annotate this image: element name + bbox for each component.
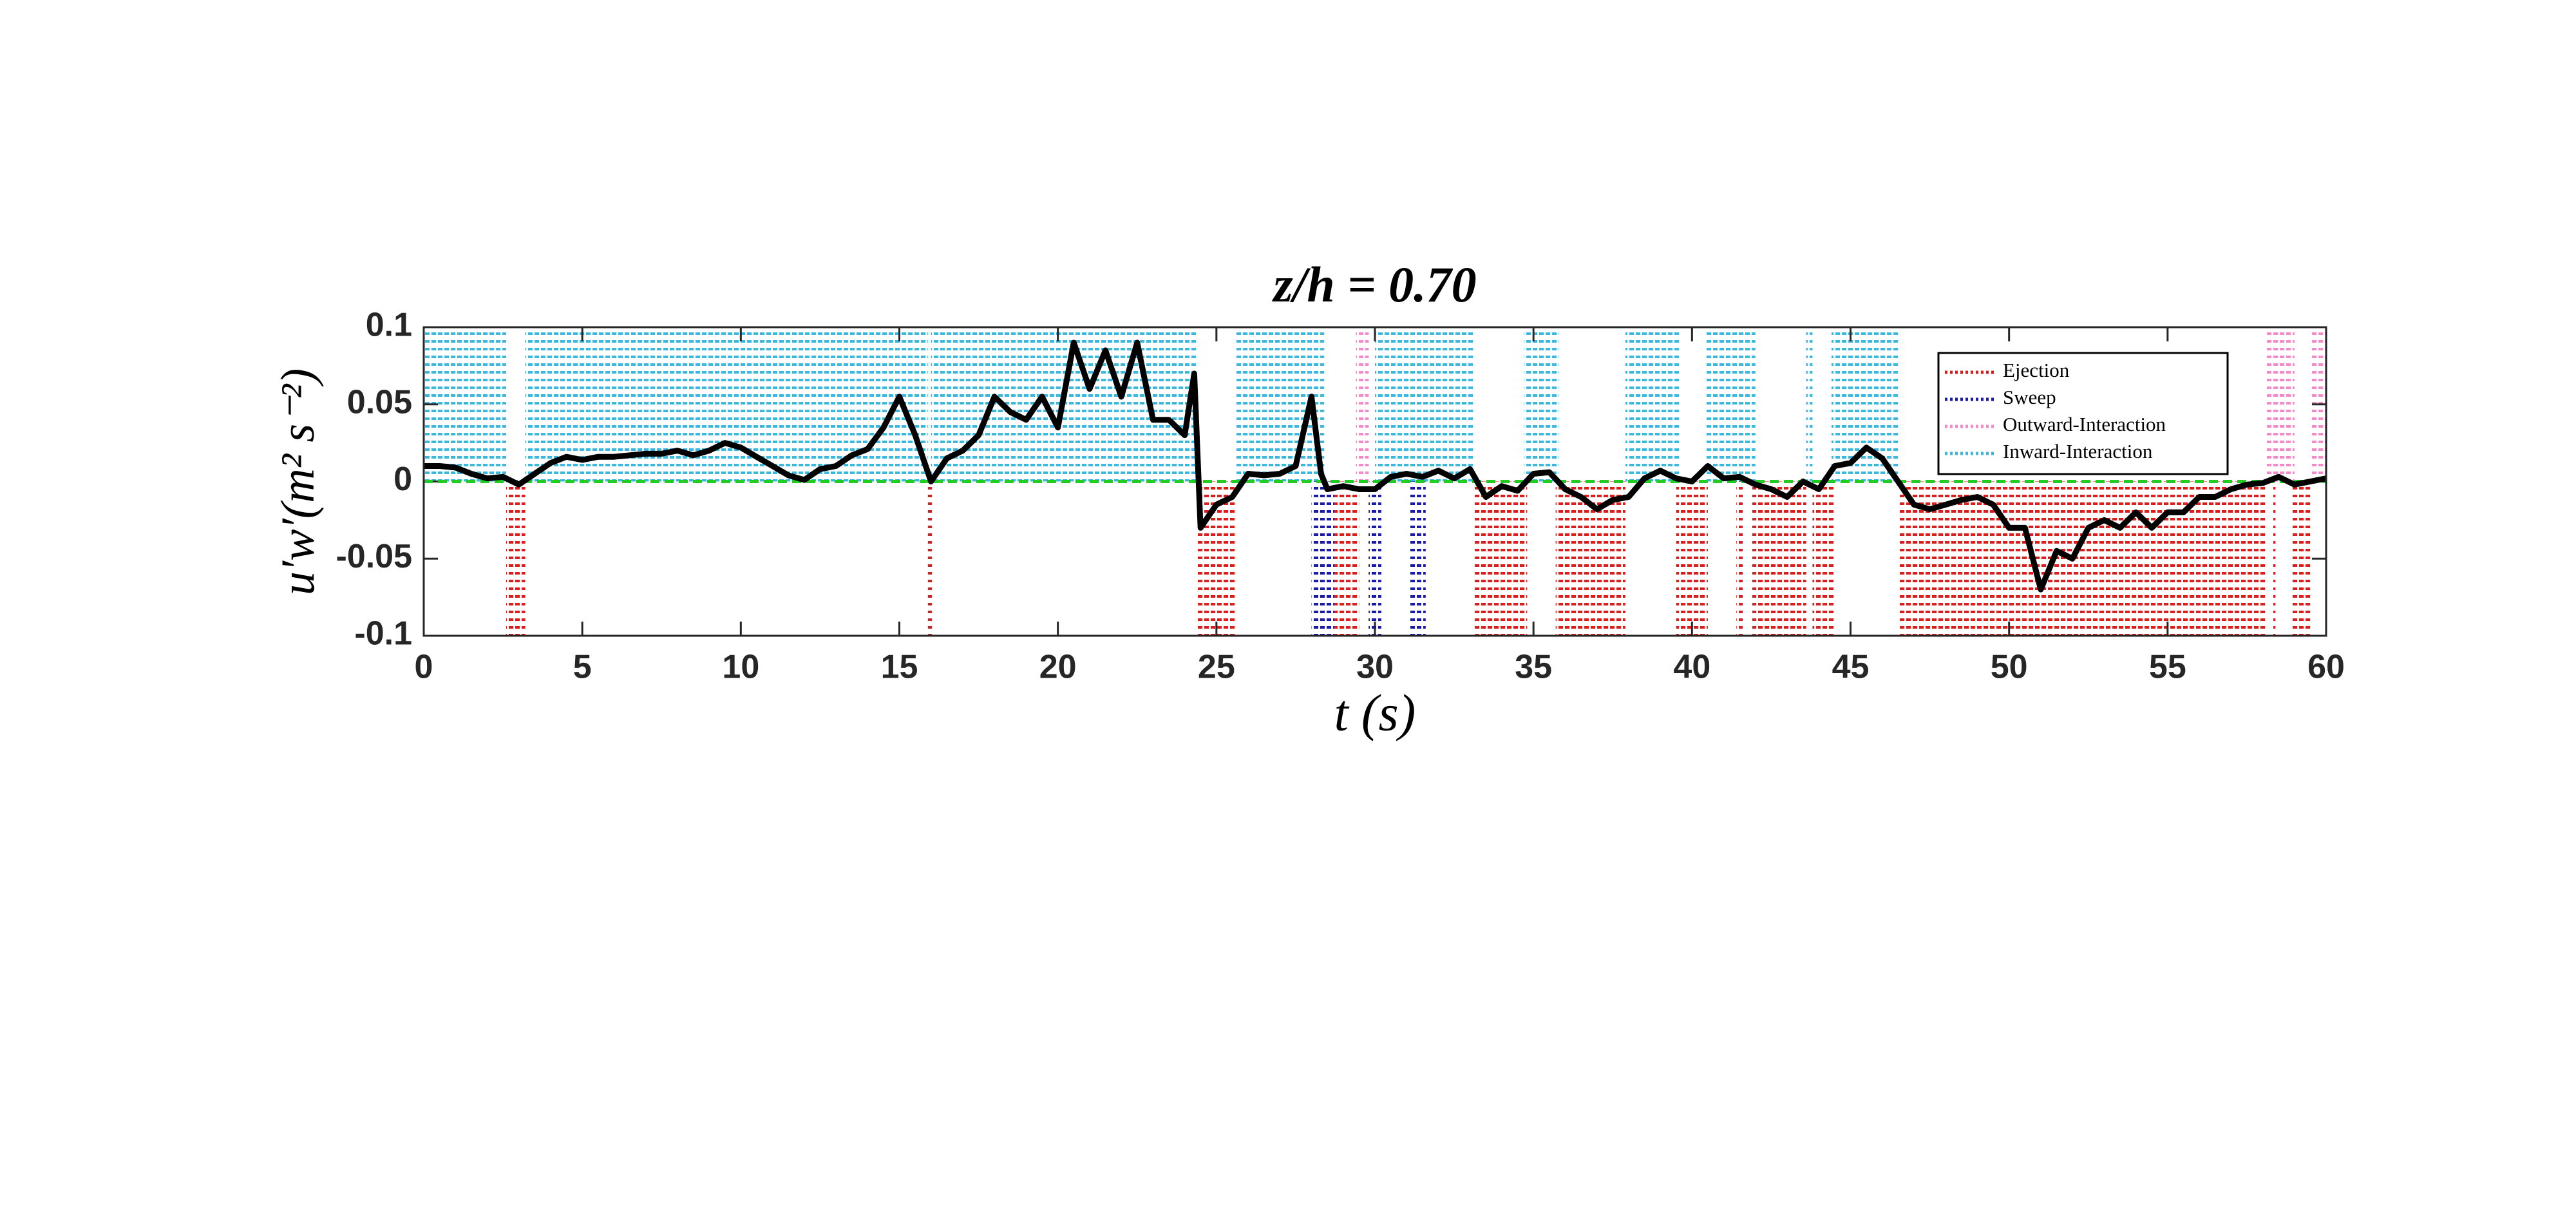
region <box>506 481 526 636</box>
y-tick-label: 0 <box>393 461 412 498</box>
x-tick-label: 0 <box>415 649 433 686</box>
x-tick-label: 50 <box>1991 649 2028 686</box>
axes-frame <box>422 326 2327 637</box>
region <box>1752 481 1806 636</box>
region <box>2291 481 2311 636</box>
region <box>1625 327 1680 482</box>
x-tick-label: 55 <box>2149 649 2186 686</box>
chart-title: z/h = 0.70 <box>1271 256 1476 312</box>
x-tick-label: 20 <box>1039 649 1077 686</box>
region <box>1806 327 1813 482</box>
region <box>1898 481 2266 636</box>
x-tick-label: 5 <box>573 649 592 686</box>
x-tick-label: 60 <box>2307 649 2345 686</box>
y-tick-label: -0.05 <box>336 538 412 575</box>
region <box>927 481 933 636</box>
x-tick-label: 40 <box>1673 649 1710 686</box>
legend-label: Ejection <box>2003 359 2070 381</box>
region <box>1736 481 1743 636</box>
x-tick-label: 45 <box>1832 649 1870 686</box>
x-tick-label: 35 <box>1515 649 1552 686</box>
region <box>2266 327 2295 482</box>
x-tick-label: 10 <box>722 649 759 686</box>
data-line <box>424 339 2327 593</box>
region <box>1831 327 1899 482</box>
region <box>1410 481 1426 636</box>
region <box>1375 327 1473 482</box>
region <box>1311 481 1334 636</box>
legend-label: Sweep <box>2003 386 2056 408</box>
region <box>1368 481 1381 636</box>
y-tick-label: -0.1 <box>354 615 412 653</box>
region <box>1812 481 1835 636</box>
legend-label: Outward-Interaction <box>2003 413 2166 435</box>
x-tick-label: 25 <box>1198 649 1235 686</box>
y-tick-label: 0.05 <box>347 383 412 421</box>
y-tick-label: 0.1 <box>366 307 412 344</box>
region <box>1524 327 1559 482</box>
region <box>1473 481 1528 636</box>
x-tick-label: 30 <box>1356 649 1394 686</box>
x-tick-label: 15 <box>881 649 918 686</box>
x-axis-label: t (s) <box>1334 685 1416 741</box>
y-axis-label: u′w′(m² s⁻²) <box>272 368 325 595</box>
region <box>1705 327 1756 482</box>
region <box>1676 481 1708 636</box>
legend-label: Inward-Interaction <box>2003 440 2153 462</box>
region <box>1356 327 1369 482</box>
region <box>2272 481 2276 636</box>
region <box>1333 481 1359 636</box>
